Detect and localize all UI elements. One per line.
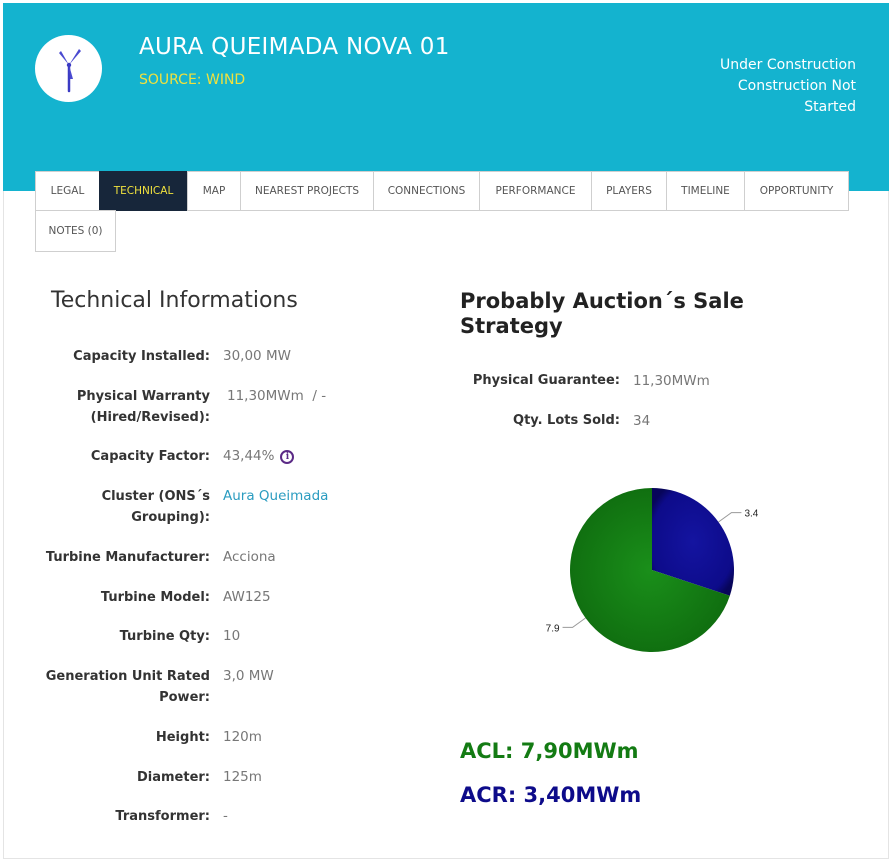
turbine-qty-value: 10 [223, 628, 241, 644]
label-line: Generation Unit Rated [45, 669, 210, 684]
pie-slice [652, 488, 734, 596]
turbine-manufacturer-label: Turbine Manufacturer: [45, 550, 210, 565]
project-title: AURA QUEIMADA NOVA 01 [139, 34, 450, 60]
info-icon[interactable]: i [280, 450, 295, 464]
capacity-factor-value: 43,44% [223, 448, 275, 464]
pie-leader-line [562, 617, 586, 628]
sale-strategy-pie-chart: 3.4 7.9 [546, 488, 759, 652]
diameter-value: 125m [223, 769, 262, 785]
project-header [3, 3, 889, 191]
cluster-label: Cluster (ONS´s Grouping): [0, 486, 210, 528]
pie-leader-line [718, 512, 742, 523]
transformer-value: - [223, 808, 228, 824]
capacity-factor-label: Capacity Factor: [90, 449, 210, 464]
tab-technical[interactable]: TECHNICAL [99, 171, 188, 211]
auction-section-title: Probably Auction´s Sale Strategy [460, 289, 744, 338]
tab-connections[interactable]: CONNECTIONS [373, 171, 480, 211]
tab-performance[interactable]: PERFORMANCE [479, 171, 592, 211]
physical-guarantee-value: 11,30MWm [633, 373, 710, 389]
label-line: (Hired/Revised): [90, 410, 210, 425]
transformer-label: Transformer: [115, 809, 210, 824]
tab-nearest-projects[interactable]: NEAREST PROJECTS [240, 171, 374, 211]
pie-data-label: 7.9 [546, 623, 560, 634]
label-line: Grouping): [131, 510, 210, 525]
label-line: Cluster (ONS´s [101, 489, 210, 504]
turbine-model-value: AW125 [223, 589, 271, 605]
tab-notes[interactable]: NOTES (0) [35, 210, 116, 252]
diameter-label: Diameter: [136, 770, 210, 785]
acr-total: ACR: 3,40MWm [460, 783, 642, 807]
physical-warranty-value: 11,30MWm / - [227, 388, 327, 404]
lots-sold-value: 34 [633, 413, 651, 429]
turbine-model-label: Turbine Model: [100, 590, 210, 605]
technical-section-title: Technical Informations [51, 288, 298, 313]
wind-turbine-icon [58, 48, 81, 92]
lots-sold-label: Qty. Lots Sold: [513, 413, 620, 428]
turbine-manufacturer-value: Acciona [223, 549, 276, 565]
project-source: SOURCE: WIND [139, 72, 246, 88]
physical-guarantee-label: Physical Guarantee: [472, 373, 620, 388]
physical-warranty-label: Physical Warranty (Hired/Revised): [0, 386, 210, 428]
tab-timeline[interactable]: TIMELINE [666, 171, 745, 211]
label-line: Power: [159, 690, 210, 705]
pie-data-label: 3.4 [744, 509, 758, 520]
project-status: Under Construction Construction Not Star… [636, 55, 856, 118]
tab-opportunity[interactable]: OPPORTUNITY [744, 171, 849, 211]
status-line: Construction Not [737, 78, 856, 94]
height-value: 120m [223, 729, 262, 745]
capacity-installed-label: Capacity Installed: [73, 349, 210, 364]
tab-players[interactable]: PLAYERS [591, 171, 667, 211]
pie-slice [570, 488, 730, 652]
rated-power-value: 3,0 MW [223, 668, 274, 684]
cluster-link[interactable]: Aura Queimada [223, 488, 329, 504]
status-line: Under Construction [720, 57, 856, 73]
height-label: Height: [155, 730, 210, 745]
tab-legal[interactable]: LEGAL [35, 171, 100, 211]
capacity-factor-row: 43,44% i [223, 446, 295, 467]
project-logo [35, 35, 102, 102]
tab-map[interactable]: MAP [187, 171, 241, 211]
capacity-installed-value: 30,00 MW [223, 348, 291, 364]
turbine-qty-label: Turbine Qty: [119, 629, 210, 644]
label-line: Physical Warranty [76, 389, 210, 404]
rated-power-label: Generation Unit Rated Power: [0, 666, 210, 708]
status-line: Started [804, 99, 856, 115]
acl-total: ACL: 7,90MWm [460, 739, 639, 763]
